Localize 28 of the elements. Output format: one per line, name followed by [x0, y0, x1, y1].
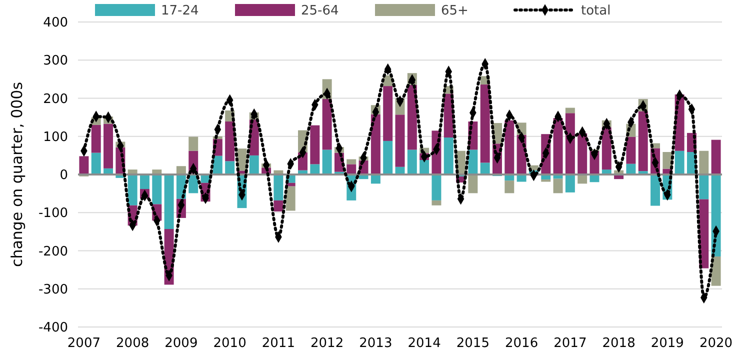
y-tick-label: 100	[43, 130, 68, 145]
y-tick-label: -200	[38, 244, 68, 260]
x-tick-label: 2010	[213, 336, 246, 351]
x-tick-label: 2018	[602, 336, 636, 351]
y-tick-label: 200	[43, 92, 68, 107]
x-tick-label: 2020	[699, 336, 733, 351]
legend-label: 17-24	[161, 4, 199, 19]
x-tick-label: 2015	[456, 336, 490, 351]
y-tick-label: -300	[38, 282, 68, 298]
y-tick-label: 400	[43, 16, 68, 31]
y-tick-label: -100	[38, 206, 68, 222]
legend-label: 25-64	[301, 4, 339, 19]
legend-label: total	[581, 4, 611, 19]
y-tick-label: 0	[60, 168, 68, 184]
y-tick-label: -400	[38, 320, 68, 336]
x-tick-label: 2008	[116, 336, 150, 351]
x-tick-label: 2007	[67, 336, 101, 351]
legend-label: 65+	[441, 4, 468, 19]
x-tick-label: 2013	[359, 336, 392, 351]
y-tick-label: 300	[43, 54, 68, 69]
x-tick-label: 2017	[554, 336, 587, 351]
x-tick-label: 2014	[408, 336, 441, 351]
x-tick-label: 2016	[505, 336, 538, 351]
x-tick-label: 2009	[164, 336, 198, 351]
x-tick-label: 2019	[650, 336, 684, 351]
y-axis-title: change on quarter, 000s	[8, 82, 26, 268]
x-tick-label: 2011	[262, 336, 295, 351]
x-tick-label: 2012	[310, 336, 344, 351]
